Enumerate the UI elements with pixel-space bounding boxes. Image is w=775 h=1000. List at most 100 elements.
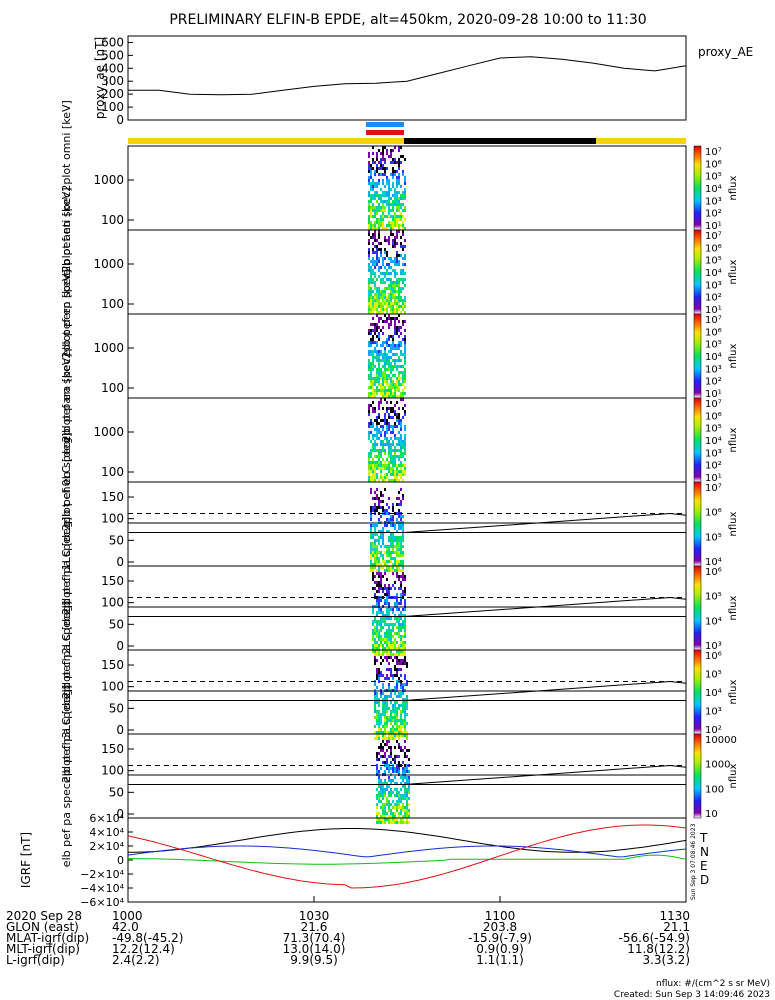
- pitch-angle-ch1LC-pixel: [376, 599, 378, 602]
- pitch-angle-ch3LC-pixel: [376, 812, 378, 815]
- spectrogram-omni-pixel: [372, 227, 374, 230]
- pitch-angle-ch1LC-pixel: [386, 644, 388, 647]
- pitch-angle-ch2LC-pixel: [384, 725, 386, 728]
- spectrogram-para-pixel: [400, 440, 402, 443]
- pitch-angle-ch3LC-pixel: [386, 803, 388, 806]
- spectrogram-omni-pixel: [402, 221, 404, 224]
- spectrogram-omni-pixel: [368, 221, 370, 224]
- spectrogram-para-pixel: [368, 470, 370, 473]
- spectrogram-perp-pixel: [376, 326, 378, 329]
- spectrogram-anti-pixel: [368, 254, 370, 257]
- pitch-angle-ch3LC-pixel: [406, 806, 408, 809]
- spectrogram-perp-pixel: [378, 338, 380, 341]
- spectrogram-anti-pixel: [378, 302, 380, 305]
- pitch-angle-ch1LC-pixel: [386, 593, 388, 596]
- pitch-angle-ch3LC-pixel: [376, 794, 378, 797]
- pitch-angle-ch2LC-pixel: [376, 668, 378, 671]
- spectrogram-anti-pixel: [382, 290, 384, 293]
- pitch-angle-ch3LC-pixel: [404, 812, 406, 815]
- pitch-angle-trend-line: [403, 512, 687, 533]
- spectrogram-para-pixel: [396, 416, 398, 419]
- spectrogram-para-pixel: [388, 446, 390, 449]
- pitch-angle-ch2LC-pixel: [376, 686, 378, 689]
- pitch-angle-ch3LC-pixel: [404, 821, 406, 824]
- pitch-angle-ch1LC-pixel: [404, 644, 406, 647]
- spectrogram-perp-pixel: [396, 329, 398, 332]
- spectrogram-anti-pixel: [382, 257, 384, 260]
- spectrogram-anti-pixel: [386, 272, 388, 275]
- spectrogram-omni-pixel: [384, 194, 386, 197]
- pitch-angle-ch2LC-pixel: [394, 668, 396, 671]
- spectrogram-anti-pixel: [402, 263, 404, 266]
- spectrogram-omni-pixel: [380, 224, 382, 227]
- pitch-angle-ch0LC-pixel: [374, 563, 376, 566]
- spectrogram-para-pixel: [390, 425, 392, 428]
- pitch-angle-ch3LC-colorbar-title: nflux: [728, 763, 739, 788]
- pitch-angle-ch1LC-pixel: [378, 647, 380, 650]
- spectrogram-anti-pixel: [374, 275, 376, 278]
- spectrogram-para-pixel: [380, 473, 382, 476]
- pitch-angle-ch1LC-frame: [127, 565, 687, 651]
- spectrogram-para-pixel: [402, 464, 404, 467]
- pitch-angle-ch3LC-colorbar-label: 100: [705, 784, 724, 795]
- spectrogram-para-pixel: [390, 479, 392, 482]
- spectrogram-omni-pixel: [376, 221, 378, 224]
- pitch-angle-ch2LC-pixel: [392, 734, 394, 737]
- pitch-angle-ch1LC-pixel: [386, 647, 388, 650]
- spectrogram-omni-pixel: [386, 179, 388, 182]
- pitch-angle-ch3LC-pixel: [388, 785, 390, 788]
- pitch-angle-ch0LC-pixel: [398, 542, 400, 545]
- pitch-angle-ch2LC-pixel: [378, 674, 380, 677]
- pitch-angle-ch2LC-pixel: [406, 662, 408, 665]
- spectrogram-perp-pixel: [368, 332, 370, 335]
- spectrogram-omni-pixel: [392, 182, 394, 185]
- spectrogram-perp-pixel: [390, 383, 392, 386]
- pitch-angle-ch1LC-pixel: [374, 626, 376, 629]
- spectrogram-omni-pixel: [384, 161, 386, 164]
- pitch-angle-ch2LC-pixel: [374, 725, 376, 728]
- pitch-angle-ch2LC-pixel: [396, 695, 398, 698]
- pitch-angle-ch0LC-pixel: [378, 536, 380, 539]
- pitch-angle-ch2LC-pixel: [392, 710, 394, 713]
- pitch-angle-ch1LC-pixel: [386, 614, 388, 617]
- spectrogram-omni-pixel: [394, 224, 396, 227]
- spectrogram-perp-pixel: [390, 323, 392, 326]
- spectrogram-anti-pixel: [394, 290, 396, 293]
- pitch-angle-ch0LC-pixel: [402, 494, 404, 497]
- spectrogram-anti-pixel: [384, 293, 386, 296]
- pitch-angle-ch1LC-pixel: [380, 578, 382, 581]
- pitch-angle-ch1LC-pixel: [396, 653, 398, 656]
- pitch-angle-ch2LC-pixel: [392, 677, 394, 680]
- spectrogram-perp-pixel: [384, 386, 386, 389]
- pitch-angle-ch3LC-pixel: [402, 809, 404, 812]
- spectrogram-perp-pixel: [402, 353, 404, 356]
- spectrogram-omni-pixel: [380, 194, 382, 197]
- igrf-side-stamp: Sun Sep 3 07:08:46 2023: [690, 823, 697, 900]
- pitch-angle-ch3LC-pixel: [398, 770, 400, 773]
- pitch-angle-ch3LC-pixel: [396, 794, 398, 797]
- pitch-angle-ch0LC-pixel: [398, 497, 400, 500]
- pitch-angle-ch2LC-pixel: [394, 674, 396, 677]
- spectrogram-para-pixel: [400, 470, 402, 473]
- pitch-angle-ch3LC-colorbar-label: 10000: [705, 735, 737, 746]
- pitch-angle-ch1LC-pixel: [372, 575, 374, 578]
- spectrogram-para-pixel: [402, 446, 404, 449]
- pitch-angle-ch0LC-pixel: [388, 548, 390, 551]
- spectrogram-omni-pixel: [392, 173, 394, 176]
- pitch-angle-ch0LC-colorbar-label: 10⁴: [705, 557, 722, 568]
- pitch-angle-ch1LC-pixel: [380, 617, 382, 620]
- pitch-angle-ch2LC-pixel: [396, 659, 398, 662]
- pitch-angle-ch1LC-pixel: [392, 611, 394, 614]
- spectrogram-perp-pixel: [392, 317, 394, 320]
- pitch-angle-ch1LC-pixel: [384, 620, 386, 623]
- ephemeris-value: 12.2(12.4): [112, 942, 175, 956]
- spectrogram-anti-pixel: [372, 272, 374, 275]
- spectrogram-anti-pixel: [378, 233, 380, 236]
- spectrogram-omni-pixel: [386, 152, 388, 155]
- pitch-angle-ch0LC-pixel: [398, 527, 400, 530]
- spectrogram-para-pixel: [374, 476, 376, 479]
- pitch-angle-ch3LC-pixel: [376, 764, 378, 767]
- pitch-angle-ch1LC-pixel: [386, 602, 388, 605]
- spectrogram-anti-pixel: [390, 296, 392, 299]
- pitch-angle-ch1LC-pixel: [382, 575, 384, 578]
